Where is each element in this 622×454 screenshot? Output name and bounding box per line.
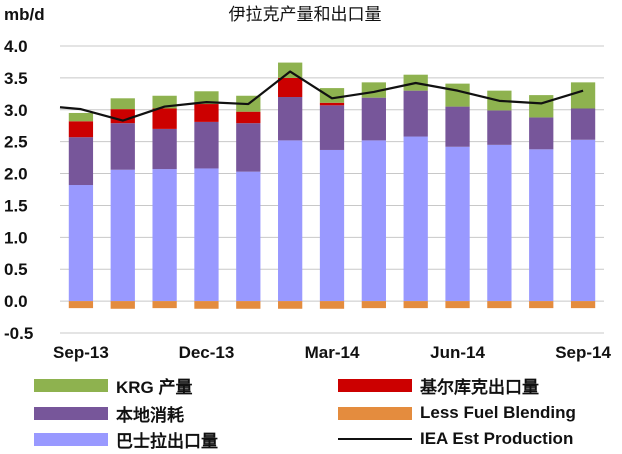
- chart-title: 伊拉克产量和出口量: [229, 5, 382, 25]
- legend-label-iea-production: IEA Est Production: [420, 429, 574, 448]
- bar-segment: [361, 97, 386, 141]
- bar-segment: [319, 102, 345, 106]
- bar-segment: [487, 110, 512, 145]
- legend-swatch-fuel-blending: [338, 406, 412, 420]
- legend-item-kirkuk: 基尔库克出口量: [338, 374, 539, 397]
- bar-segment: [152, 108, 177, 129]
- bar-segment: [570, 82, 596, 109]
- bar-segment: [529, 117, 554, 150]
- y-tick-label: 3.0: [4, 101, 28, 120]
- y-axis-ticks: 4.0 3.5 3.0 2.5 2.0 1.5 1.0 0.5 0.0 -0.5: [4, 37, 33, 343]
- bar-segment: [319, 88, 345, 103]
- bar-segment: [319, 301, 345, 309]
- legend-label-basra: 巴士拉出口量: [116, 431, 218, 451]
- bar-segment: [194, 104, 219, 122]
- bar-segment: [236, 123, 261, 172]
- bar-segment: [68, 301, 94, 309]
- bar-segment: [487, 301, 512, 309]
- bar-segment: [68, 185, 94, 302]
- legend-item-fuel-blending: Less Fuel Blending: [338, 402, 576, 424]
- bar-segment: [236, 111, 261, 124]
- legend-swatch-basra: [34, 432, 108, 446]
- legend-swatch-krg: [34, 378, 108, 392]
- bar-segment: [278, 301, 303, 309]
- x-axis-ticks: Sep-13 Dec-13 Mar-14 Jun-14 Sep-14: [53, 343, 611, 362]
- bar-segment: [529, 301, 554, 309]
- iea-production-line: [59, 70, 584, 122]
- bar-segment: [361, 140, 386, 302]
- y-tick-label: 4.0: [4, 37, 28, 56]
- bar-segment: [403, 90, 428, 137]
- bar-segment: [110, 123, 135, 170]
- legend-swatch-kirkuk: [338, 378, 412, 392]
- x-tick-label: Jun-14: [430, 343, 485, 362]
- legend-label-domestic: 本地消耗: [116, 405, 184, 425]
- bar-segment: [570, 301, 596, 309]
- legend-label-krg: KRG 产量: [116, 377, 193, 397]
- bar-segment: [110, 301, 135, 309]
- bar-segment: [445, 146, 470, 302]
- bar-segment: [529, 95, 554, 118]
- legend-swatch-iea-production: [338, 438, 412, 440]
- y-tick-label: 0.0: [4, 292, 28, 311]
- bar-segment: [570, 108, 596, 140]
- bar-segment: [319, 149, 345, 302]
- y-tick-label: 0.5: [4, 260, 28, 279]
- bar-segment: [152, 301, 177, 309]
- y-tick-label: 3.5: [4, 69, 28, 88]
- bar-segment: [278, 140, 303, 302]
- legend-item-iea-production: IEA Est Production: [338, 428, 573, 450]
- bar-segment: [110, 98, 135, 110]
- bar-segment: [194, 121, 219, 169]
- y-tick-label: -0.5: [4, 324, 33, 343]
- x-tick-label: Sep-14: [555, 343, 611, 362]
- bar-segment: [445, 83, 470, 107]
- stacked-bars: [68, 62, 596, 309]
- bar-segment: [152, 128, 177, 170]
- bar-segment: [194, 168, 219, 302]
- legend-label-kirkuk: 基尔库克出口量: [420, 377, 539, 397]
- bar-segment: [152, 169, 177, 302]
- x-tick-label: Mar-14: [305, 343, 360, 362]
- bar-segment: [361, 301, 386, 309]
- bar-segment: [570, 139, 596, 302]
- legend-item-krg: KRG 产量: [34, 374, 193, 397]
- bar-segment: [194, 301, 219, 309]
- bar-segment: [445, 301, 470, 309]
- bar-segment: [278, 77, 303, 98]
- legend-item-domestic: 本地消耗: [34, 402, 184, 425]
- bar-segment: [278, 97, 303, 141]
- bar-segment: [403, 301, 428, 309]
- bar-segment: [110, 169, 135, 302]
- legend-label-fuel-blending: Less Fuel Blending: [420, 403, 576, 422]
- bar-segment: [487, 144, 512, 302]
- bar-segment: [403, 136, 428, 302]
- y-tick-label: 1.5: [4, 196, 28, 215]
- bar-segment: [68, 121, 94, 138]
- bar-segment: [445, 106, 470, 147]
- bar-segment: [236, 301, 261, 309]
- bar-segment: [68, 112, 94, 122]
- bar-segment: [194, 91, 219, 105]
- x-tick-label: Sep-13: [53, 343, 109, 362]
- y-axis-unit-label: mb/d: [4, 5, 45, 24]
- production-line-group: [59, 70, 584, 122]
- legend-item-basra: 巴士拉出口量: [34, 428, 218, 451]
- bar-segment: [529, 149, 554, 302]
- bar-segment: [68, 137, 94, 186]
- y-tick-label: 2.0: [4, 165, 28, 184]
- bar-segment: [278, 62, 303, 78]
- bar-segment: [236, 171, 261, 302]
- chart-legend: KRG 产量 基尔库克出口量 本地消耗 Less Fuel Blending 巴…: [0, 374, 622, 454]
- legend-swatch-domestic: [34, 406, 108, 420]
- x-tick-label: Dec-13: [179, 343, 235, 362]
- y-tick-label: 1.0: [4, 228, 28, 247]
- y-tick-label: 2.5: [4, 133, 28, 152]
- bar-segment: [319, 105, 345, 150]
